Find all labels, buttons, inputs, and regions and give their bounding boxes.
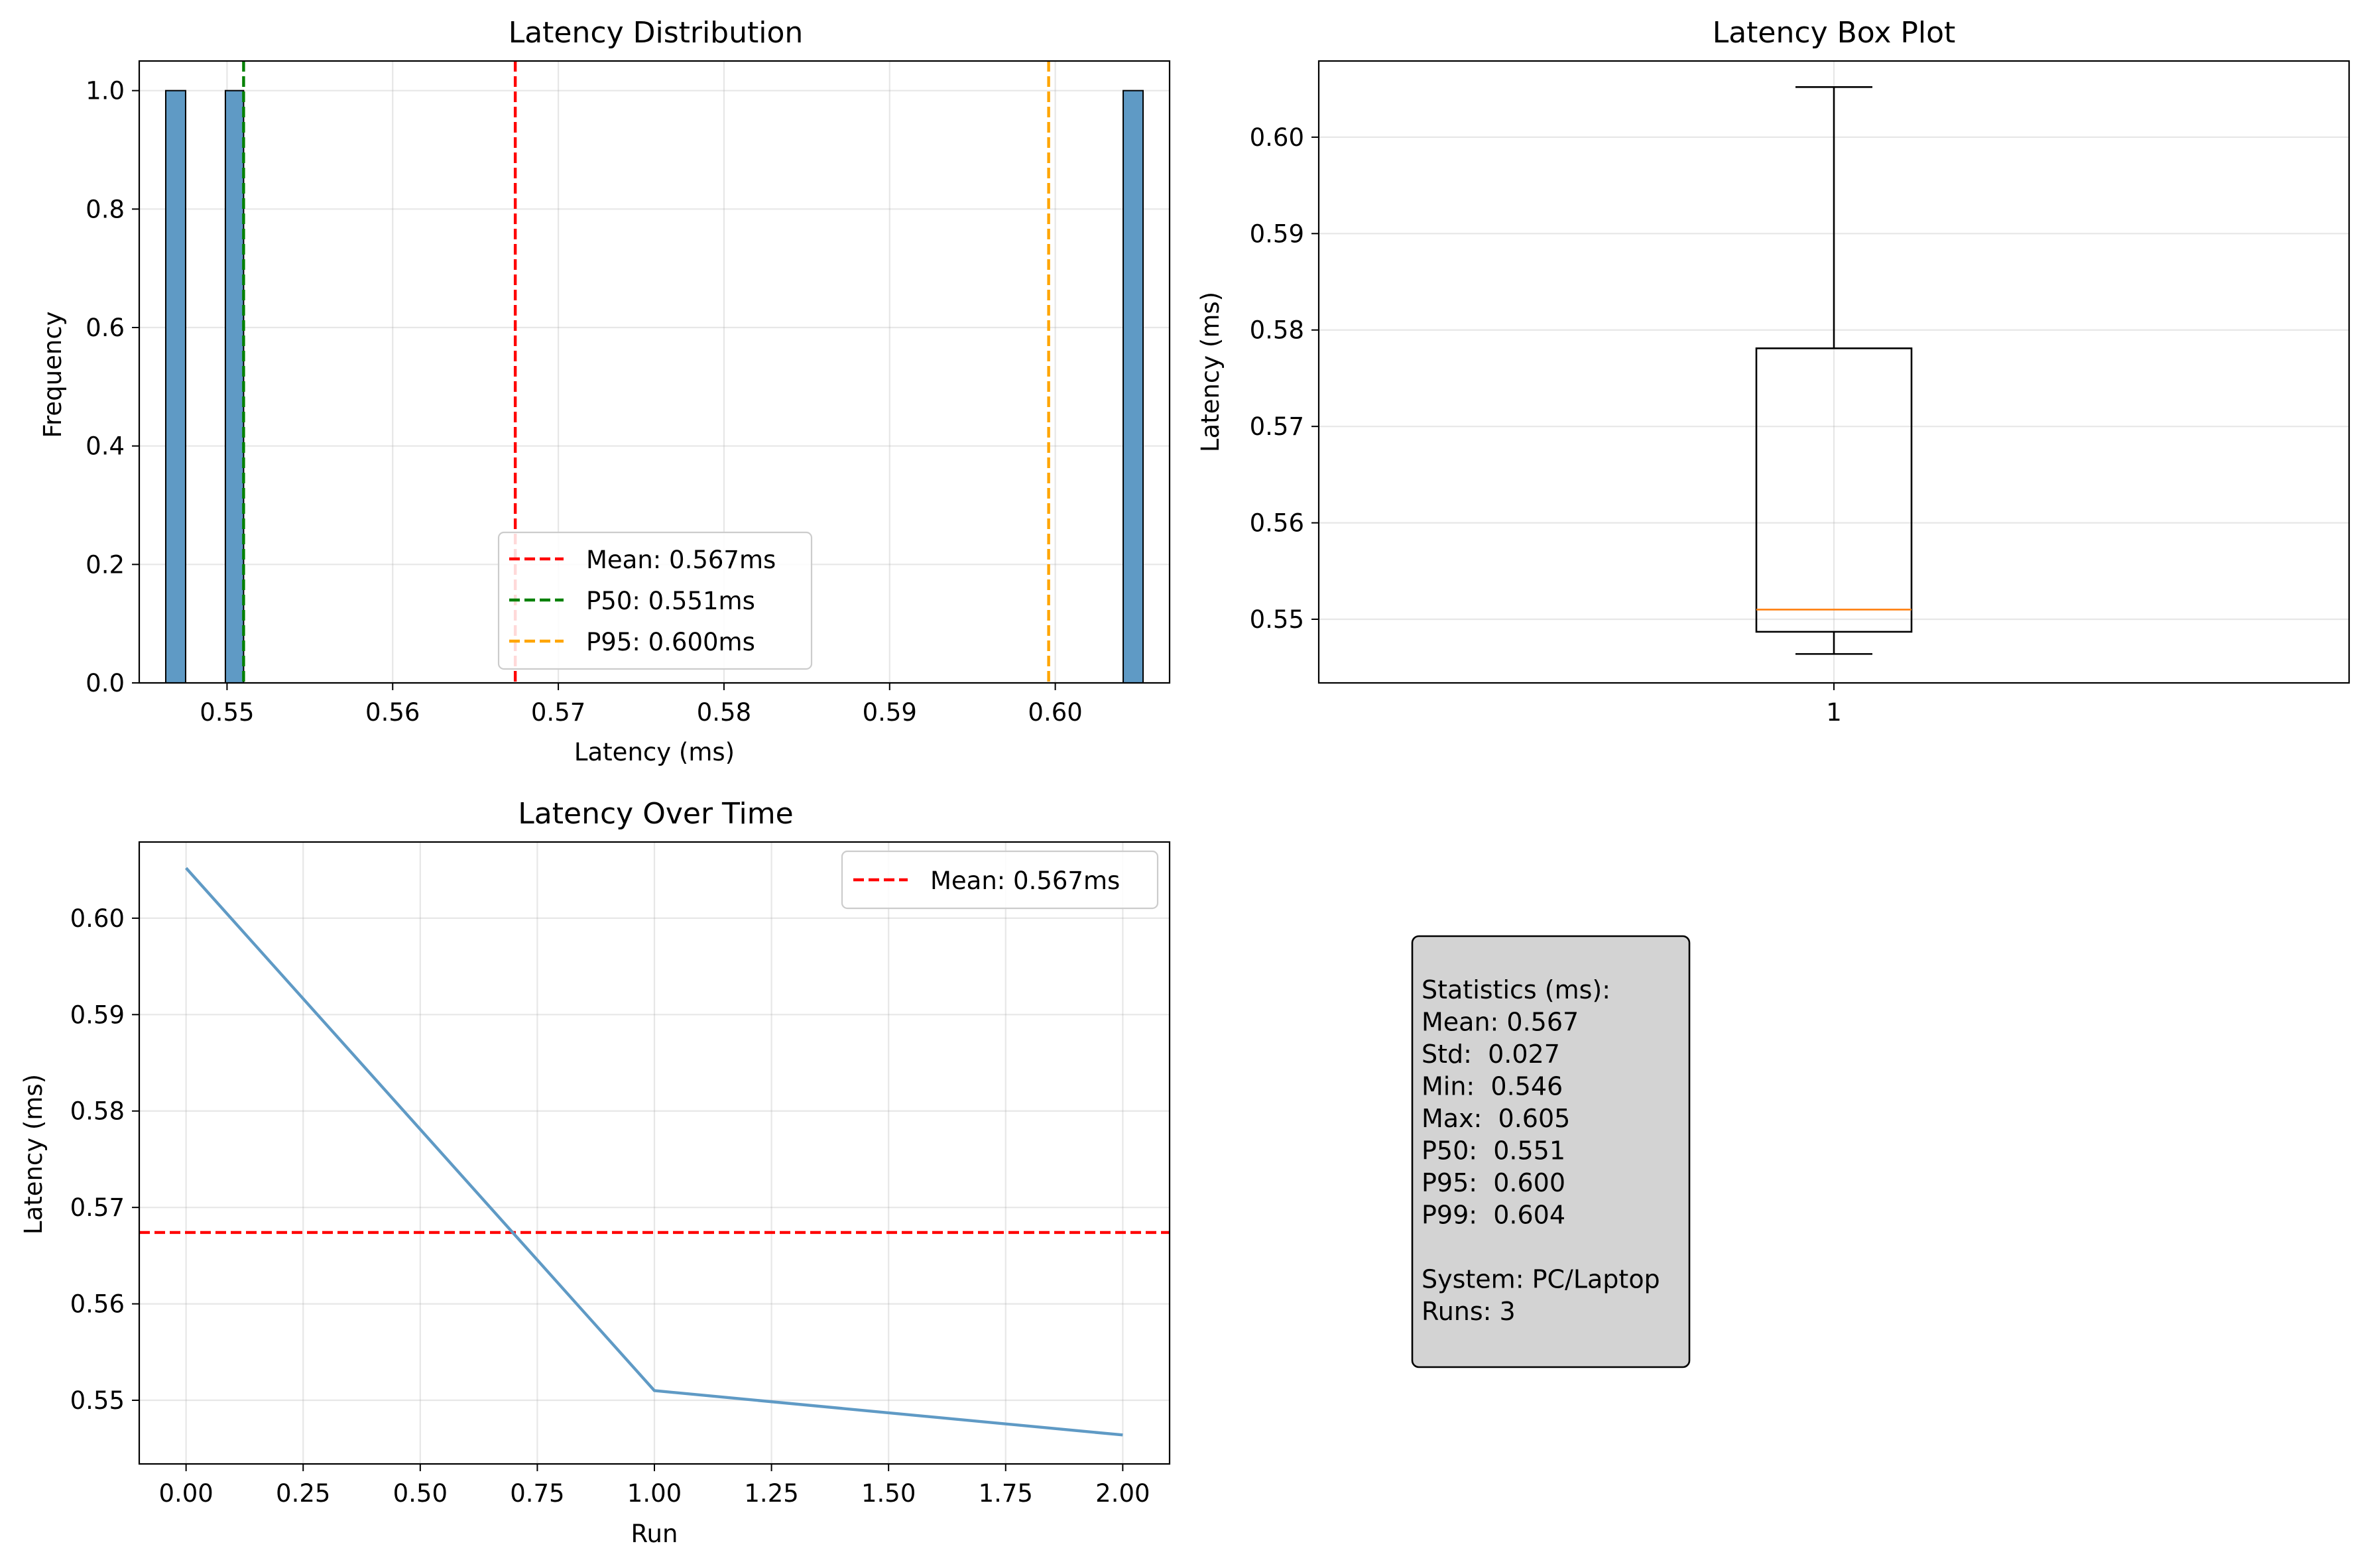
boxplot-y-ticks: 0.55 0.56 0.57 0.58 0.59 0.60 bbox=[1250, 123, 1319, 634]
line-y-tick-label: 0.60 bbox=[70, 904, 125, 933]
line-y-tick-label: 0.55 bbox=[70, 1386, 125, 1415]
line-y-ticks: 0.55 0.56 0.57 0.58 0.59 0.60 bbox=[70, 904, 139, 1415]
line-y-tick-label: 0.58 bbox=[70, 1097, 125, 1126]
histogram-x-tick-label: 0.60 bbox=[1028, 698, 1082, 727]
histogram-bar bbox=[164, 90, 186, 684]
histogram-y-tick-label: 0.0 bbox=[86, 669, 125, 697]
line-y-tick-label: 0.59 bbox=[70, 1000, 125, 1029]
line-x-tick-label: 1.00 bbox=[627, 1479, 682, 1508]
boxplot-x-ticks: 1 bbox=[1826, 683, 1842, 727]
line-x-tick-label: 0.00 bbox=[158, 1479, 213, 1508]
legend-frame bbox=[497, 531, 813, 670]
boxplot-y-tick-label: 0.59 bbox=[1250, 219, 1304, 248]
line-axes-frame bbox=[138, 841, 1171, 1465]
boxplot-y-tick-label: 0.57 bbox=[1250, 412, 1304, 441]
histogram-panel: Latency Distribution 0.55 0.56 0.57 0.58 0.5… bbox=[38, 16, 1171, 766]
line-panel: Latency Over Time 0.00 0.25 0.50 0.75 1.00 1.… bbox=[19, 797, 1171, 1548]
boxplot-box bbox=[1755, 86, 1913, 655]
histogram-y-axis-label: Frequency bbox=[38, 311, 67, 438]
boxplot-iqr-box bbox=[1755, 347, 1913, 633]
histogram-y-ticks: 0.0 0.2 0.4 0.6 0.8 1.0 bbox=[86, 77, 139, 697]
boxplot-y-tick-label: 0.55 bbox=[1250, 605, 1304, 634]
line-x-tick-label: 0.75 bbox=[510, 1479, 564, 1508]
statistics-line: Statistics (ms): bbox=[1422, 975, 1610, 1004]
histogram-bar bbox=[224, 90, 245, 684]
statistics-line: P50: 0.551 bbox=[1422, 1136, 1565, 1166]
histogram-x-tick-label: 0.56 bbox=[365, 698, 420, 727]
histogram-bars bbox=[164, 90, 1144, 684]
statistics-box bbox=[1411, 935, 1691, 1368]
boxplot-y-tick-label: 0.56 bbox=[1250, 509, 1304, 538]
line-y-axis-label: Latency (ms) bbox=[19, 1074, 48, 1235]
line-x-tick-label: 1.50 bbox=[861, 1479, 916, 1508]
histogram-bar bbox=[1123, 90, 1144, 684]
histogram-legend: Mean: 0.567ms P50: 0.551ms P95: 0.600ms bbox=[497, 531, 813, 670]
histogram-x-axis-label: Latency (ms) bbox=[574, 738, 735, 766]
line-x-tick-label: 2.00 bbox=[1095, 1479, 1150, 1508]
statistics-line: Runs: 3 bbox=[1422, 1297, 1516, 1326]
boxplot-y-tick-label: 0.58 bbox=[1250, 316, 1304, 345]
histogram-x-tick-label: 0.59 bbox=[863, 698, 917, 727]
statistics-line: P99: 0.604 bbox=[1422, 1201, 1565, 1230]
statistics-line: Min: 0.546 bbox=[1422, 1072, 1563, 1101]
statistics-text: Statistics (ms): Mean: 0.567 Std: 0.027 Min… bbox=[1422, 975, 1660, 1326]
line-x-axis-label: Run bbox=[631, 1520, 678, 1548]
histogram-x-tick-label: 0.55 bbox=[200, 698, 254, 727]
legend-p50-label: P50: 0.551ms bbox=[586, 587, 755, 615]
legend-mean-label: Mean: 0.567ms bbox=[930, 867, 1120, 895]
line-x-tick-label: 1.25 bbox=[744, 1479, 798, 1508]
boxplot-axes-frame bbox=[1317, 60, 2350, 684]
statistics-line: System: PC/Laptop bbox=[1422, 1265, 1660, 1294]
line-x-tick-label: 0.25 bbox=[276, 1479, 330, 1508]
histogram-y-tick-label: 1.0 bbox=[86, 77, 125, 105]
statistics-line: Mean: 0.567 bbox=[1422, 1008, 1579, 1037]
legend-frame bbox=[841, 850, 1159, 910]
line-x-ticks: 0.00 0.25 0.50 0.75 1.00 1.25 1.50 1.75 2.00 bbox=[158, 1464, 1150, 1508]
histogram-title: Latency Distribution bbox=[509, 16, 804, 50]
histogram-y-tick-label: 0.2 bbox=[86, 550, 125, 579]
legend-mean-label: Mean: 0.567ms bbox=[586, 546, 776, 574]
histogram-y-tick-label: 0.4 bbox=[86, 432, 125, 461]
boxplot-title: Latency Box Plot bbox=[1713, 16, 1956, 50]
line-x-tick-label: 0.50 bbox=[393, 1479, 448, 1508]
legend-p95-label: P95: 0.600ms bbox=[586, 628, 755, 656]
statistics-line: Max: 0.605 bbox=[1422, 1104, 1570, 1133]
histogram-x-tick-label: 0.58 bbox=[697, 698, 751, 727]
line-grid bbox=[139, 842, 1170, 1464]
line-latency-series bbox=[184, 867, 1123, 1437]
line-y-tick-label: 0.57 bbox=[70, 1193, 125, 1222]
line-y-tick-label: 0.56 bbox=[70, 1290, 125, 1319]
boxplot-y-axis-label: Latency (ms) bbox=[1196, 292, 1225, 452]
histogram-y-tick-label: 0.6 bbox=[86, 314, 125, 342]
histogram-axes-frame bbox=[138, 60, 1171, 684]
histogram-reference-lines bbox=[242, 61, 1050, 683]
histogram-x-ticks: 0.55 0.56 0.57 0.58 0.59 0.60 bbox=[200, 683, 1083, 727]
statistics-line: P95: 0.600 bbox=[1422, 1168, 1565, 1197]
boxplot-panel: Latency Box Plot 1 0.550.560.570.580.590… bbox=[1196, 16, 2350, 727]
boxplot-x-tick-label: 1 bbox=[1826, 698, 1842, 727]
line-x-tick-label: 1.75 bbox=[979, 1479, 1033, 1508]
line-title: Latency Over Time bbox=[518, 797, 793, 831]
line-legend: Mean: 0.567ms bbox=[841, 850, 1159, 910]
histogram-x-tick-label: 0.57 bbox=[531, 698, 585, 727]
boxplot-y-tick-label: 0.60 bbox=[1250, 123, 1304, 152]
histogram-y-tick-label: 0.8 bbox=[86, 195, 125, 223]
statistics-panel: Statistics (ms): Mean: 0.567 Std: 0.027 Min… bbox=[1411, 935, 1691, 1368]
line-series bbox=[184, 867, 1123, 1437]
statistics-line: Std: 0.027 bbox=[1422, 1040, 1560, 1069]
